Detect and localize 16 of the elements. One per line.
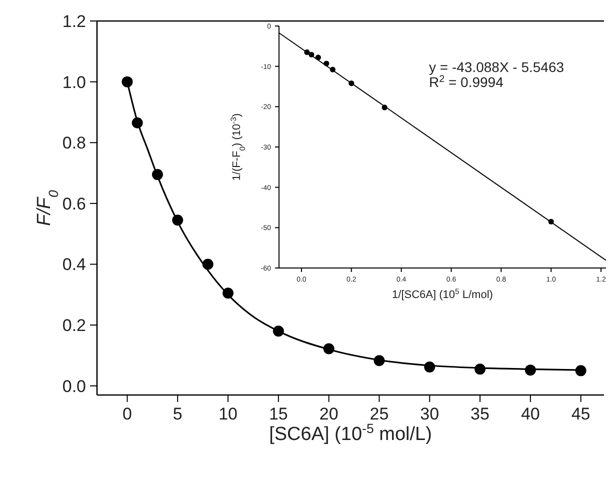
y-tick-label: 1.0 [62,72,86,92]
annotation: y = -43.088X - 5.5463 [429,59,564,75]
x-tick-label: 10 [218,404,238,424]
x-tick-label: 5 [172,404,182,424]
y-tick-label: 0.0 [62,376,86,396]
x-tick-label: 45 [571,404,590,424]
x-tick-label: 0 [122,404,132,424]
x-tick-label: 35 [470,404,490,424]
y-tick-label: 0.8 [62,134,86,153]
y-tick-label: 1.2 [62,12,86,31]
y-tick-label: 0.6 [62,194,86,214]
y-tick-label: 0.2 [62,316,86,336]
x-axis-title: 1/[SC6A] (10$^{5}$ L/mol) [392,286,493,301]
point [122,76,133,88]
annotation: R$^{2}$ = 0.9994 [429,74,504,90]
x-tick-label: 40 [520,404,540,424]
